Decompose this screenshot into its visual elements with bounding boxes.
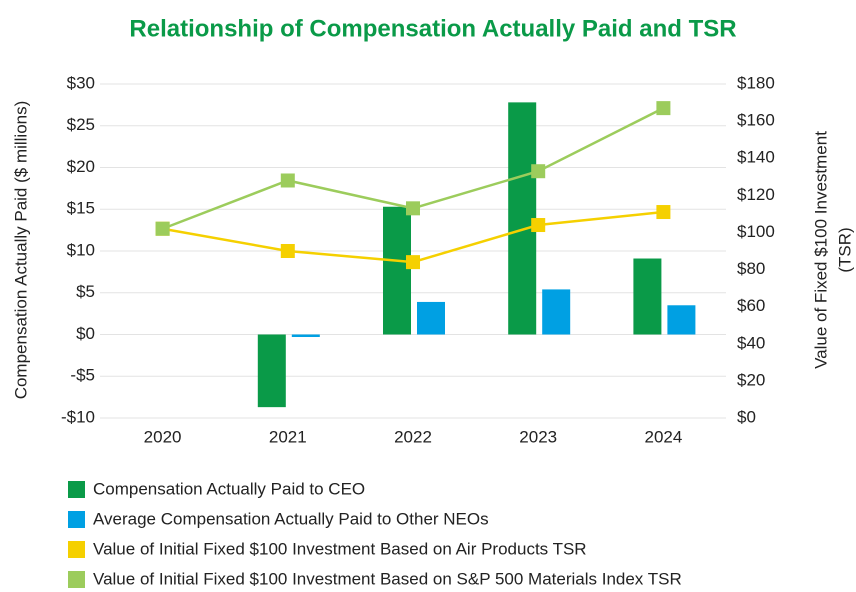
legend-swatch (68, 541, 85, 558)
y-tick-label: $0 (76, 324, 95, 343)
bar (291, 334, 320, 338)
line (162, 210, 664, 264)
chart-title: Relationship of Compensation Actually Pa… (129, 15, 736, 42)
legend-swatch (68, 571, 85, 588)
y-tick-label: $25 (67, 115, 95, 134)
y2-tick-label: $120 (737, 185, 775, 204)
bar (667, 305, 696, 335)
bar (257, 334, 286, 408)
bar (417, 301, 445, 335)
marker (406, 255, 420, 270)
x-tick-label: 2023 (519, 427, 557, 446)
legend-label: Average Compensation Actually Paid to Ot… (93, 509, 489, 528)
y-tick-label: $5 (76, 282, 95, 301)
y2-tick-label: $80 (737, 259, 765, 278)
y2-tick-label: $100 (737, 222, 775, 241)
legend-label: Value of Initial Fixed $100 Investment B… (93, 569, 682, 588)
y2-tick-label: $0 (737, 407, 756, 426)
y2-axis-label: (TSR) (835, 227, 854, 272)
y-tick-label: $10 (67, 240, 95, 259)
legend-swatch (68, 481, 85, 498)
y2-tick-label: $140 (737, 148, 775, 167)
y-tick-label: -$10 (61, 407, 95, 426)
marker (531, 218, 546, 233)
x-tick-label: 2024 (644, 427, 682, 446)
marker (280, 173, 295, 188)
y2-tick-label: $60 (737, 296, 765, 315)
x-tick-label: 2020 (144, 427, 182, 446)
y2-tick-label: $160 (737, 111, 775, 130)
marker (656, 101, 671, 116)
legend-label: Compensation Actually Paid to CEO (93, 479, 365, 498)
bar (633, 258, 662, 335)
legend-label: Value of Initial Fixed $100 Investment B… (93, 539, 587, 558)
y-tick-label: -$5 (70, 366, 95, 385)
marker (656, 205, 671, 220)
y2-axis-label: Value of Fixed $100 Investment (811, 131, 830, 369)
x-tick-label: 2022 (394, 427, 432, 446)
bar (383, 206, 411, 335)
x-tick-label: 2021 (269, 427, 307, 446)
marker (280, 244, 295, 258)
marker (155, 221, 170, 236)
y-axis-label: Compensation Actually Paid ($ millions) (11, 101, 30, 400)
y2-tick-label: $40 (737, 333, 765, 352)
y2-tick-label: $180 (737, 73, 775, 92)
y-tick-label: $20 (67, 157, 95, 176)
y2-tick-label: $20 (737, 370, 765, 389)
marker (406, 201, 420, 216)
y-tick-label: $30 (67, 73, 95, 92)
bar (542, 289, 571, 335)
y-tick-label: $15 (67, 199, 95, 218)
legend-swatch (68, 511, 85, 528)
marker (531, 164, 546, 179)
